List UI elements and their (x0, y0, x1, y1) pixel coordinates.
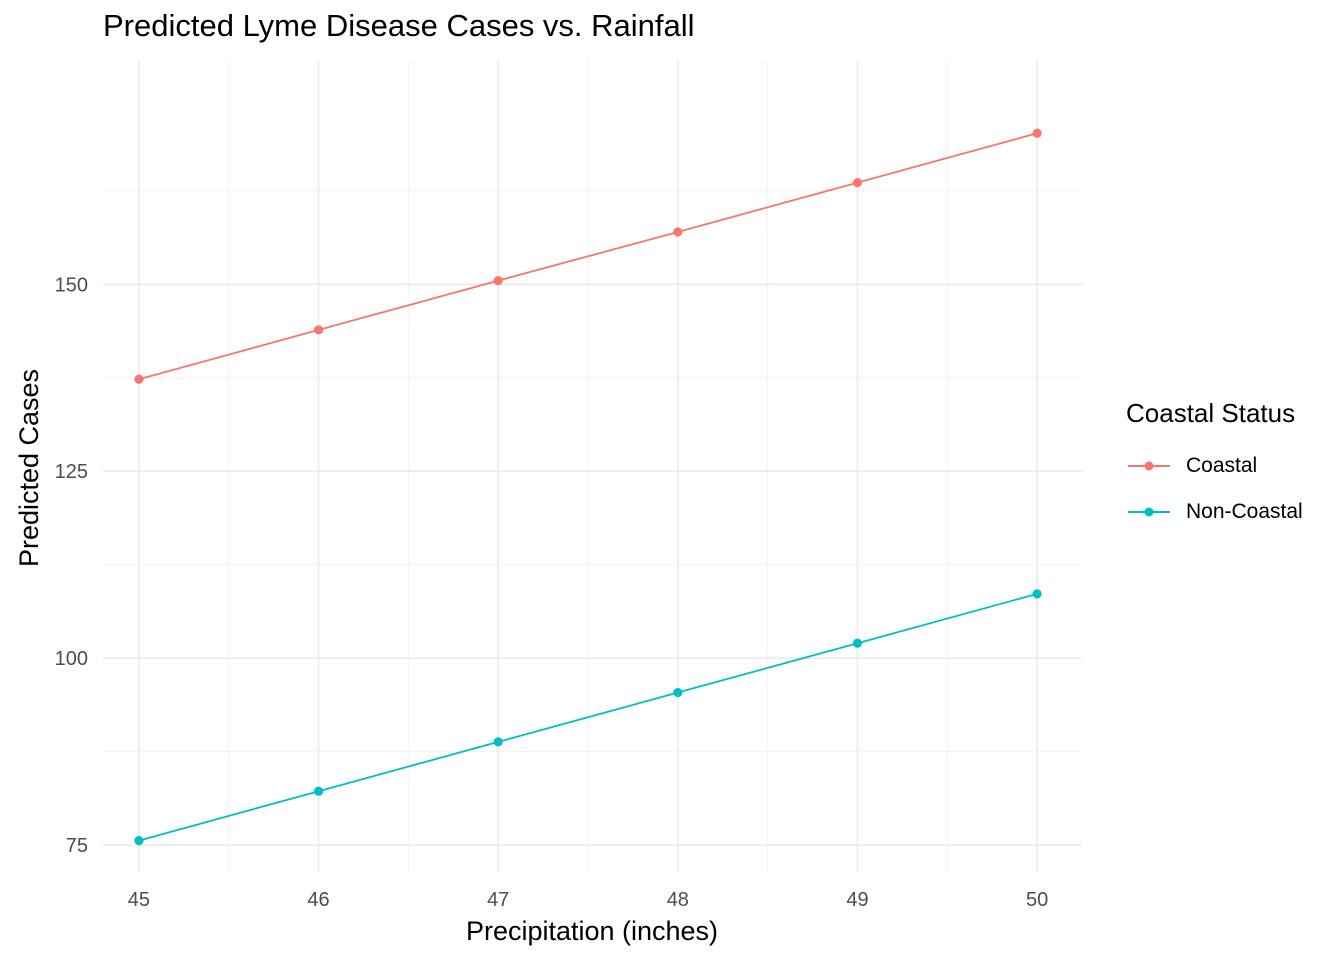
x-axis-title: Precipitation (inches) (466, 916, 718, 946)
y-tick-label: 125 (55, 461, 88, 483)
y-tick-label: 150 (55, 274, 88, 296)
data-point-coastal (673, 227, 683, 237)
data-point-coastal (493, 275, 503, 286)
y-tick-labels: 75 100 125 150 (55, 274, 88, 857)
series-lines (138, 132, 1038, 842)
x-tick-label: 50 (1026, 889, 1048, 911)
legend-key-point (1144, 461, 1154, 471)
data-point-coastal (1032, 128, 1042, 138)
x-tick-label: 46 (307, 889, 329, 911)
data-point-non-coastal (313, 786, 324, 796)
data-point-non-coastal (134, 835, 144, 846)
data-point-non-coastal (1032, 589, 1042, 599)
legend-key-non-coastal (1128, 507, 1170, 517)
data-point-non-coastal (673, 687, 683, 698)
legend-item-non-coastal: Non-Coastal (1124, 489, 1339, 535)
x-tick-label: 48 (667, 889, 689, 911)
major-gridlines (103, 60, 1082, 872)
y-tick-label: 100 (55, 648, 88, 670)
legend: Coastal Status Coastal Non-Coastal (1124, 398, 1339, 535)
y-tick-label: 75 (66, 835, 88, 857)
data-point-non-coastal (493, 737, 503, 747)
minor-gridlines (103, 60, 1082, 872)
series-points (134, 128, 1042, 846)
legend-key-point (1144, 507, 1154, 517)
legend-title: Coastal Status (1126, 398, 1296, 428)
data-point-coastal (313, 325, 324, 335)
x-tick-labels: 45 46 47 48 49 50 (128, 889, 1048, 911)
data-point-coastal (134, 374, 144, 384)
series-line-coastal (138, 132, 1038, 381)
x-tick-label: 45 (128, 889, 150, 911)
legend-item-coastal: Coastal (1124, 443, 1339, 489)
data-point-non-coastal (852, 638, 863, 648)
legend-label-non-coastal: Non-Coastal (1186, 500, 1303, 523)
chart-title: Predicted Lyme Disease Cases vs. Rainfal… (103, 8, 695, 43)
x-tick-label: 49 (846, 889, 868, 911)
x-tick-label: 47 (487, 889, 509, 911)
series-line-non-coastal (138, 592, 1038, 842)
legend-label-coastal: Coastal (1186, 454, 1258, 477)
y-axis-title: Predicted Cases (14, 369, 44, 567)
data-point-coastal (852, 178, 863, 188)
legend-key-coastal (1128, 461, 1170, 471)
